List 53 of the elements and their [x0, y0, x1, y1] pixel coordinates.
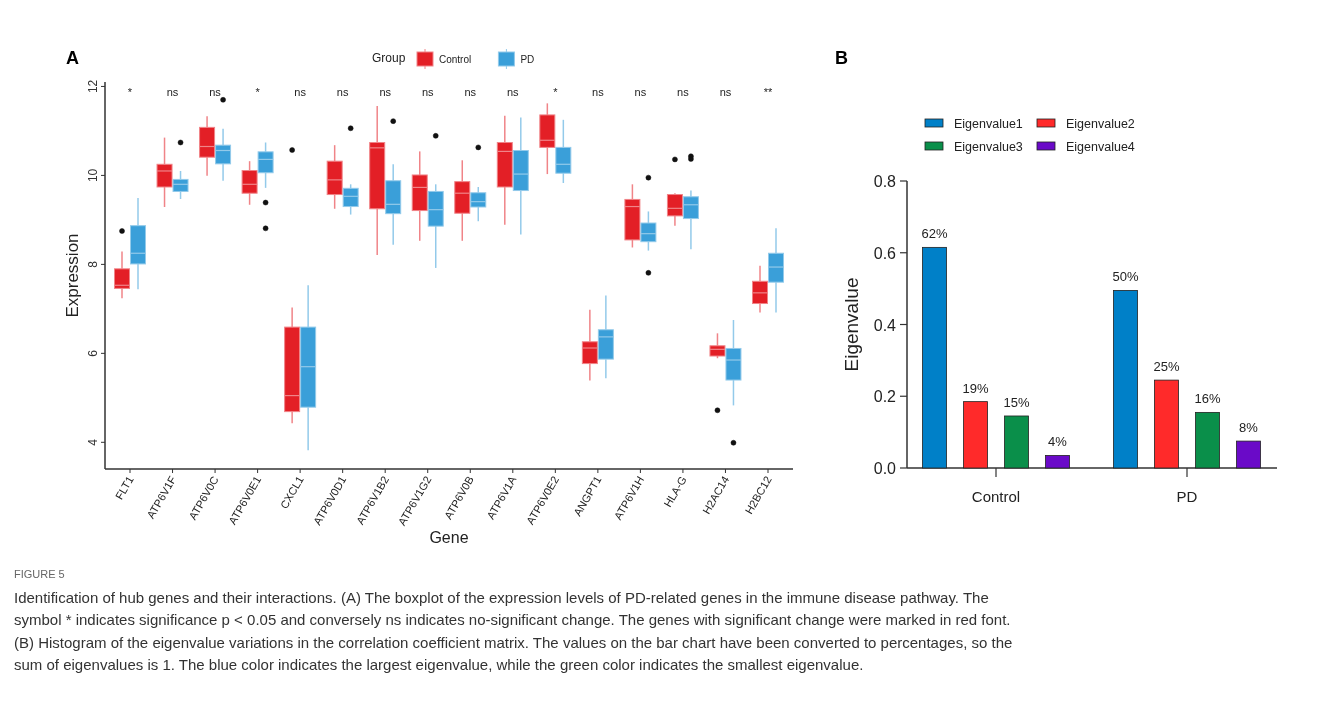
- legend-title: Group: [372, 51, 406, 65]
- y-tick-label: 0.6: [873, 244, 897, 262]
- y-tick-label: 0.8: [873, 173, 897, 190]
- legend-label: Control: [439, 54, 472, 65]
- x-tick-label: Control: [971, 488, 1021, 505]
- text: Identification of hub genes and their interactions. (A) The boxplot of the expression levels of PD-related genes in the immune disease pathway. The: [14, 588, 989, 606]
- annotation: ns: [336, 86, 349, 98]
- annotation: ns: [294, 86, 307, 98]
- x-tick-label: PD: [1176, 488, 1198, 505]
- y-tick-label: 6: [86, 349, 100, 357]
- y-tick-label: 8: [86, 260, 100, 268]
- y-tick-label: 4: [86, 438, 100, 446]
- y-tick-label: 0.4: [873, 316, 897, 334]
- data-label: 16%: [1194, 391, 1221, 407]
- annotation: ns: [592, 86, 605, 98]
- annotation: ns: [166, 86, 179, 98]
- data-label: 4%: [1048, 434, 1068, 450]
- y-tick-label: 10: [86, 168, 100, 183]
- y-axis-title: Eigenvalue: [841, 277, 862, 372]
- chart-title: B: [835, 48, 848, 68]
- data-label: 19%: [962, 380, 989, 396]
- y-tick-label: 0.2: [873, 388, 897, 406]
- text: sum of eigenvalues is 1. The blue color indicates the largest eigenvalue, while the green color indicates the smallest eigenvalue.: [14, 656, 864, 673]
- annotation: *: [255, 86, 261, 98]
- chart-title: A: [66, 48, 79, 68]
- annotation: ns: [634, 86, 647, 98]
- annotation: *: [553, 86, 559, 98]
- annotation: ns: [719, 86, 732, 98]
- caption: FIGURE 5: [14, 568, 65, 580]
- text: (B) Histogram of the eigenvalue variations in the correlation coefficient matrix. The values on the bar chart have been converted to percentages, so the: [14, 633, 1013, 651]
- y-tick-label: 12: [86, 79, 100, 94]
- data-label: 15%: [1003, 394, 1030, 410]
- x-axis-title: Gene: [429, 529, 469, 546]
- annotation: ns: [464, 86, 477, 98]
- data-label: 62%: [921, 226, 948, 242]
- legend-label: PD: [520, 54, 535, 65]
- data-label: 50%: [1112, 269, 1139, 285]
- legend-label: Eigenvalue2: [1066, 117, 1135, 131]
- annotation: ns: [421, 86, 435, 98]
- text: symbol * indicates significance p < 0.05 and conversely ns indicates no-significant change. The genes with significant change were marked in red font.: [14, 611, 1011, 628]
- legend-label: Eigenvalue3: [954, 140, 1023, 154]
- y-tick-label: 0.0: [873, 460, 897, 477]
- annotation: ns: [506, 86, 520, 98]
- legend-label: Eigenvalue4: [1066, 140, 1135, 154]
- y-axis-title: Expression: [63, 233, 82, 318]
- data-label: 25%: [1153, 359, 1180, 375]
- annotation: ns: [209, 86, 222, 98]
- annotation: ns: [379, 86, 392, 98]
- annotation: *: [127, 86, 133, 98]
- data-label: 8%: [1239, 420, 1259, 436]
- legend-label: Eigenvalue1: [954, 117, 1023, 131]
- annotation: **: [763, 86, 773, 98]
- annotation: ns: [677, 86, 690, 98]
